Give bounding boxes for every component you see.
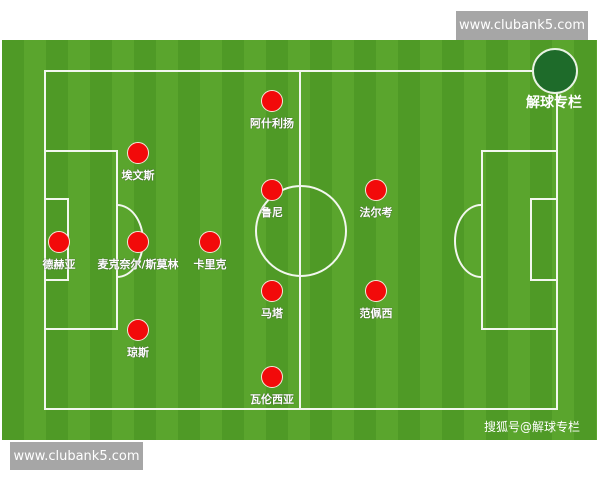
player-name: 琼斯 (127, 346, 149, 359)
player-name: 瓦伦西亚 (250, 393, 294, 406)
player-name: 德赫亚 (42, 258, 76, 271)
player-dot (261, 90, 283, 112)
watermark-top: www.clubank5.com (456, 11, 588, 40)
right-goal-box (530, 198, 558, 281)
player-dot (48, 231, 70, 253)
player-dot (365, 280, 387, 302)
player-name: 阿什利扬 (250, 117, 294, 130)
player-dot (199, 231, 221, 253)
watermark-bottom: www.clubank5.com (10, 442, 143, 470)
player-dot (365, 179, 387, 201)
player-dot (127, 231, 149, 253)
logo-text: 解球专栏 (526, 95, 582, 111)
credit-text: 搜狐号@解球专栏 (484, 420, 581, 434)
player-dot (127, 319, 149, 341)
player-name: 马塔 (261, 307, 283, 320)
player-dot (127, 142, 149, 164)
player-dot (261, 179, 283, 201)
player-name: 鲁尼 (261, 206, 283, 219)
player-dot (261, 280, 283, 302)
player-name: 麦克奈尔/斯莫林 (97, 258, 179, 271)
player-dot (261, 366, 283, 388)
logo-icon (532, 48, 578, 94)
player-name: 法尔考 (359, 206, 393, 219)
player-name: 卡里克 (193, 258, 227, 271)
player-name: 埃文斯 (121, 169, 155, 182)
center-circle (255, 185, 347, 277)
player-name: 范佩西 (359, 307, 393, 320)
